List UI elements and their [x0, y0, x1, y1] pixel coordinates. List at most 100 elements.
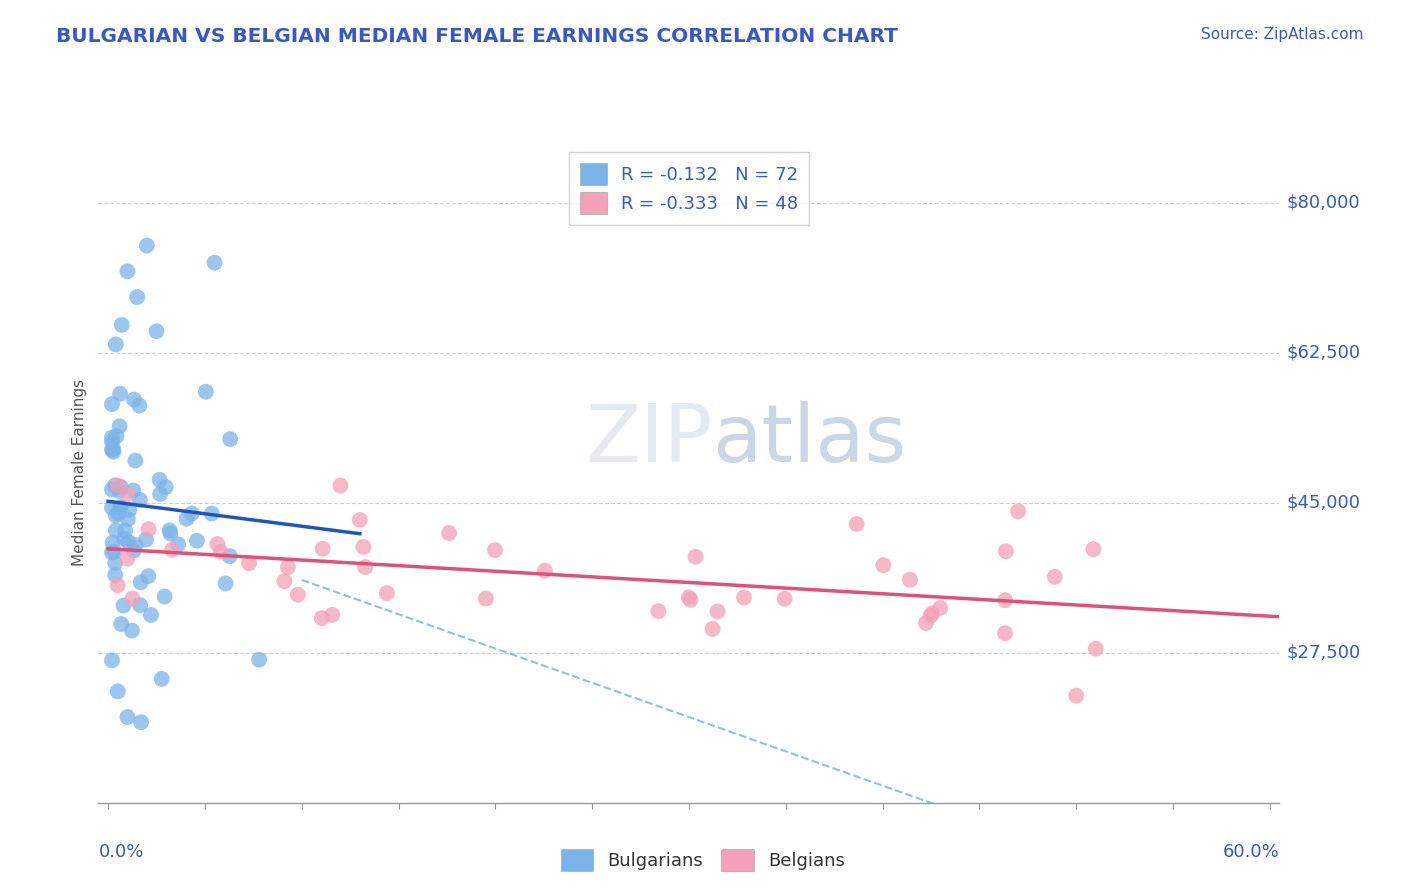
Point: [108, 500, 131, 515]
Point: [107, 578, 129, 592]
Point: [108, 483, 131, 498]
Point: [101, 653, 124, 667]
Point: [329, 478, 352, 492]
Point: [679, 592, 702, 607]
Point: [354, 560, 377, 574]
Legend: R = -0.132   N = 72, R = -0.333   N = 48: R = -0.132 N = 72, R = -0.333 N = 48: [569, 152, 808, 225]
Point: [1064, 689, 1087, 703]
Point: [159, 526, 181, 541]
Point: [167, 537, 190, 551]
Point: [128, 399, 150, 413]
Point: [194, 384, 217, 399]
Point: [136, 569, 159, 583]
Text: atlas: atlas: [713, 401, 907, 479]
Point: [375, 586, 398, 600]
Point: [110, 617, 132, 632]
Point: [117, 710, 139, 724]
Text: $80,000: $80,000: [1286, 194, 1360, 211]
Text: BULGARIAN VS BELGIAN MEDIAN FEMALE EARNINGS CORRELATION CHART: BULGARIAN VS BELGIAN MEDIAN FEMALE EARNI…: [56, 27, 898, 45]
Point: [437, 526, 460, 541]
Point: [678, 591, 700, 605]
Text: Source: ZipAtlas.com: Source: ZipAtlas.com: [1201, 27, 1364, 42]
Point: [124, 538, 146, 552]
Point: [108, 386, 131, 401]
Point: [929, 601, 952, 615]
Point: [139, 607, 162, 622]
Point: [311, 611, 333, 625]
Point: [219, 432, 242, 446]
Text: ZIP: ZIP: [585, 401, 713, 479]
Point: [121, 624, 143, 638]
Point: [209, 545, 232, 559]
Point: [994, 593, 1017, 607]
Point: [214, 576, 236, 591]
Point: [121, 591, 143, 606]
Point: [103, 442, 125, 457]
Point: [204, 256, 226, 270]
Point: [138, 522, 160, 536]
Point: [111, 318, 134, 332]
Point: [475, 591, 498, 606]
Point: [484, 543, 506, 558]
Point: [122, 483, 145, 498]
Point: [1007, 504, 1029, 518]
Point: [101, 434, 124, 449]
Point: [898, 573, 921, 587]
Point: [117, 512, 139, 526]
Legend: Bulgarians, Belgians: Bulgarians, Belgians: [554, 842, 852, 879]
Point: [773, 591, 796, 606]
Point: [112, 599, 135, 613]
Point: [108, 419, 131, 434]
Point: [273, 574, 295, 589]
Point: [101, 483, 124, 497]
Point: [1083, 542, 1105, 557]
Point: [321, 607, 343, 622]
Point: [159, 524, 181, 538]
Point: [110, 500, 132, 515]
Point: [114, 524, 136, 538]
Point: [352, 540, 374, 554]
Point: [702, 622, 724, 636]
Text: $27,500: $27,500: [1286, 644, 1361, 662]
Point: [186, 533, 208, 548]
Point: [135, 533, 157, 547]
Point: [1084, 641, 1107, 656]
Text: $45,000: $45,000: [1286, 494, 1361, 512]
Point: [685, 549, 707, 564]
Point: [647, 604, 669, 618]
Point: [145, 324, 167, 338]
Point: [107, 478, 129, 492]
Point: [845, 516, 868, 531]
Point: [129, 715, 152, 730]
Point: [129, 575, 152, 590]
Point: [107, 684, 129, 698]
Text: 0.0%: 0.0%: [98, 843, 143, 861]
Text: $62,500: $62,500: [1286, 343, 1361, 362]
Point: [101, 442, 124, 457]
Point: [127, 290, 149, 304]
Point: [101, 397, 124, 411]
Point: [117, 264, 139, 278]
Point: [218, 549, 240, 563]
Point: [117, 487, 139, 501]
Point: [117, 551, 139, 566]
Point: [105, 429, 128, 443]
Point: [994, 626, 1017, 640]
Point: [238, 556, 260, 570]
Point: [176, 512, 198, 526]
Point: [104, 337, 127, 351]
Point: [149, 473, 172, 487]
Point: [110, 480, 132, 494]
Point: [117, 535, 139, 549]
Point: [104, 524, 127, 538]
Point: [915, 616, 938, 631]
Point: [1043, 570, 1066, 584]
Point: [128, 492, 150, 507]
Point: [160, 542, 183, 557]
Point: [706, 604, 728, 618]
Y-axis label: Median Female Earnings: Median Female Earnings: [72, 379, 87, 566]
Point: [921, 607, 943, 621]
Point: [122, 543, 145, 558]
Point: [311, 541, 333, 556]
Point: [101, 431, 124, 445]
